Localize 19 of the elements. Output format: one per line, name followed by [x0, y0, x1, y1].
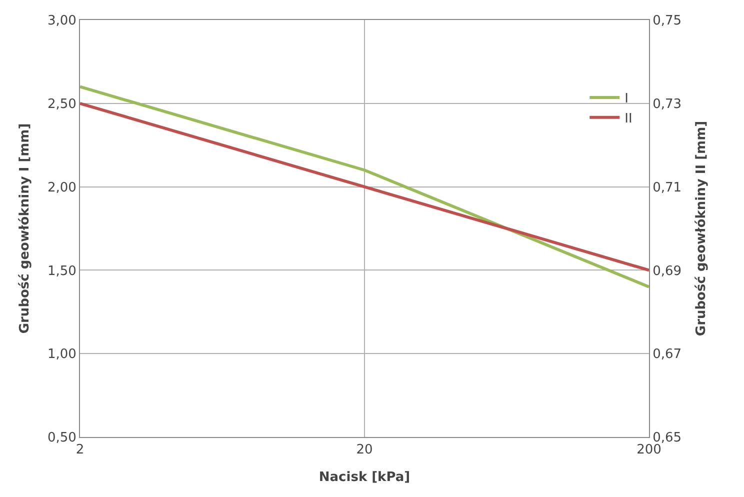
y-axis-title: Grubość geowłókniny I [mm]: [17, 123, 32, 334]
y2-tick-label: 0,71: [652, 180, 682, 196]
y-tick-label: 2,50: [47, 96, 76, 112]
y2-axis-title: Grubość geowłókniny II [mm]: [694, 120, 710, 336]
y2-tick-label: 0,75: [652, 14, 682, 29]
x-axis-title: Nacisk [kPa]: [318, 470, 410, 486]
y-tick-label: 3,00: [47, 14, 76, 29]
x-tick-label: 2: [76, 442, 84, 458]
y2-tick-label: 0,69: [652, 264, 682, 279]
y-tick-label: 1,00: [47, 347, 76, 362]
y-tick-label: 0,50: [47, 430, 76, 446]
y-tick-label: 2,00: [47, 180, 76, 196]
x-tick-label: 20: [356, 442, 373, 458]
x-tick-label: 200: [636, 442, 662, 458]
y2-tick-label: 0,73: [652, 96, 682, 112]
y2-tick-label: 0,67: [652, 347, 682, 362]
legend-label: I: [624, 92, 628, 107]
legend-label: II: [624, 111, 632, 126]
y-tick-label: 1,50: [47, 264, 76, 279]
